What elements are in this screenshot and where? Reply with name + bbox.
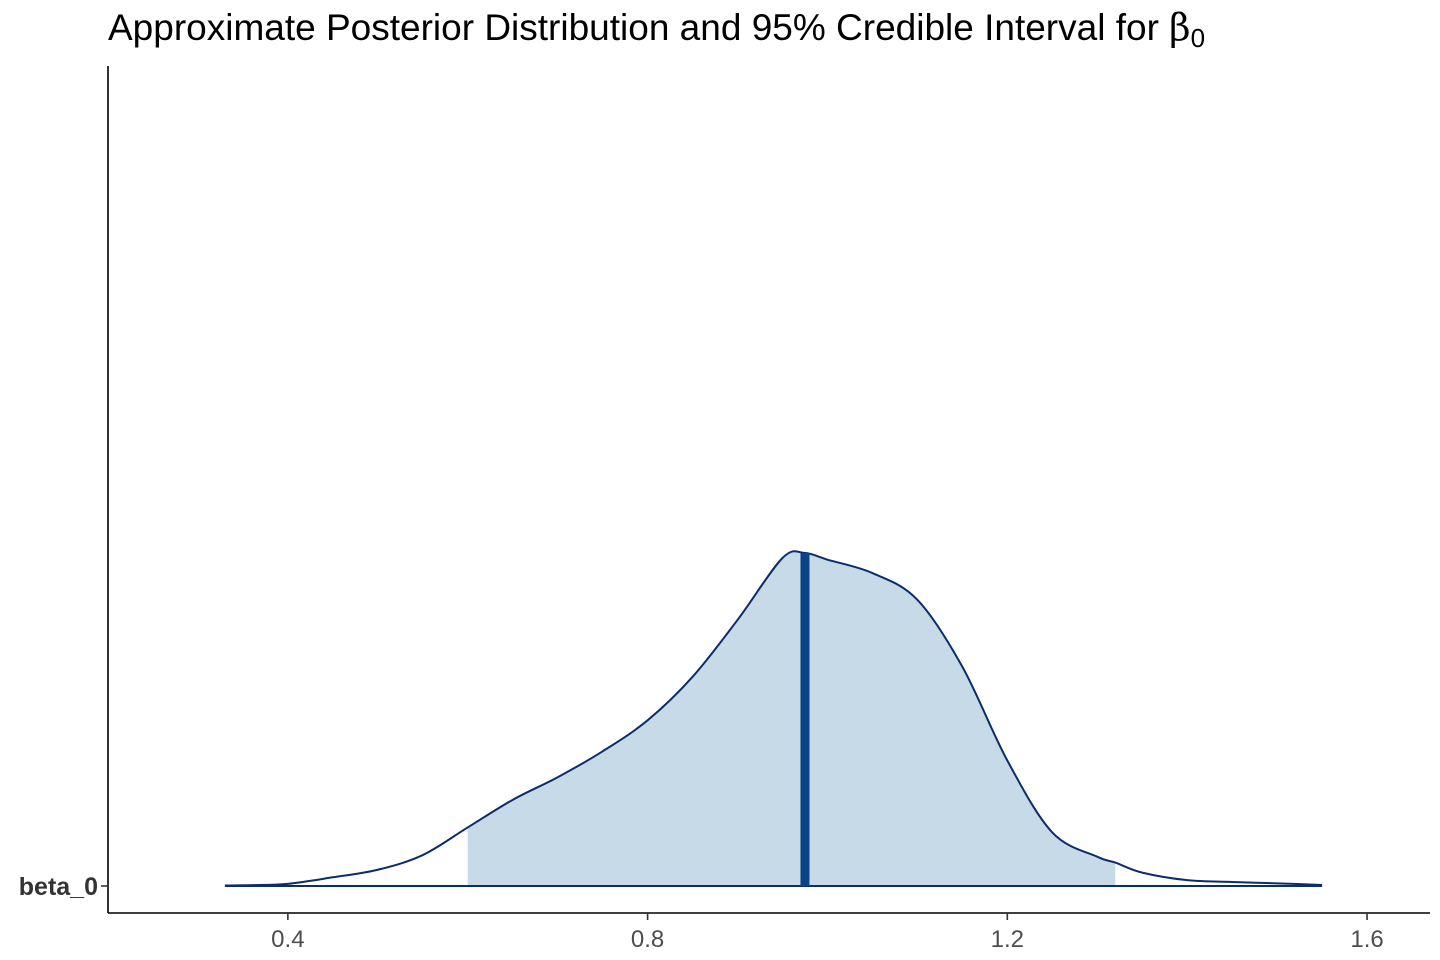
y-ticks-layer: beta_0 [19, 873, 108, 901]
title-subscript: 0 [1190, 23, 1206, 53]
credible-interval-area [467, 551, 1116, 886]
density-curve [224, 550, 1323, 887]
x-tick-label: 1.6 [1350, 926, 1383, 953]
title-beta-symbol: β [1169, 6, 1191, 49]
x-tick-label: 0.4 [271, 926, 304, 953]
y-tick-label: beta_0 [19, 873, 98, 901]
density-curve-layer [224, 550, 1323, 887]
x-tick-label: 1.2 [991, 926, 1024, 953]
axes-layer [107, 66, 1430, 914]
chart-title-text: Approximate Posterior Distribution and 9… [108, 7, 1159, 48]
x-tick-label: 0.8 [631, 926, 664, 953]
interval-fill-layer [467, 551, 1116, 886]
chart-title: Approximate Posterior Distribution and 9… [108, 6, 1206, 53]
x-ticks-layer: 0.4 0.8 1.2 1.6 [271, 913, 1384, 953]
